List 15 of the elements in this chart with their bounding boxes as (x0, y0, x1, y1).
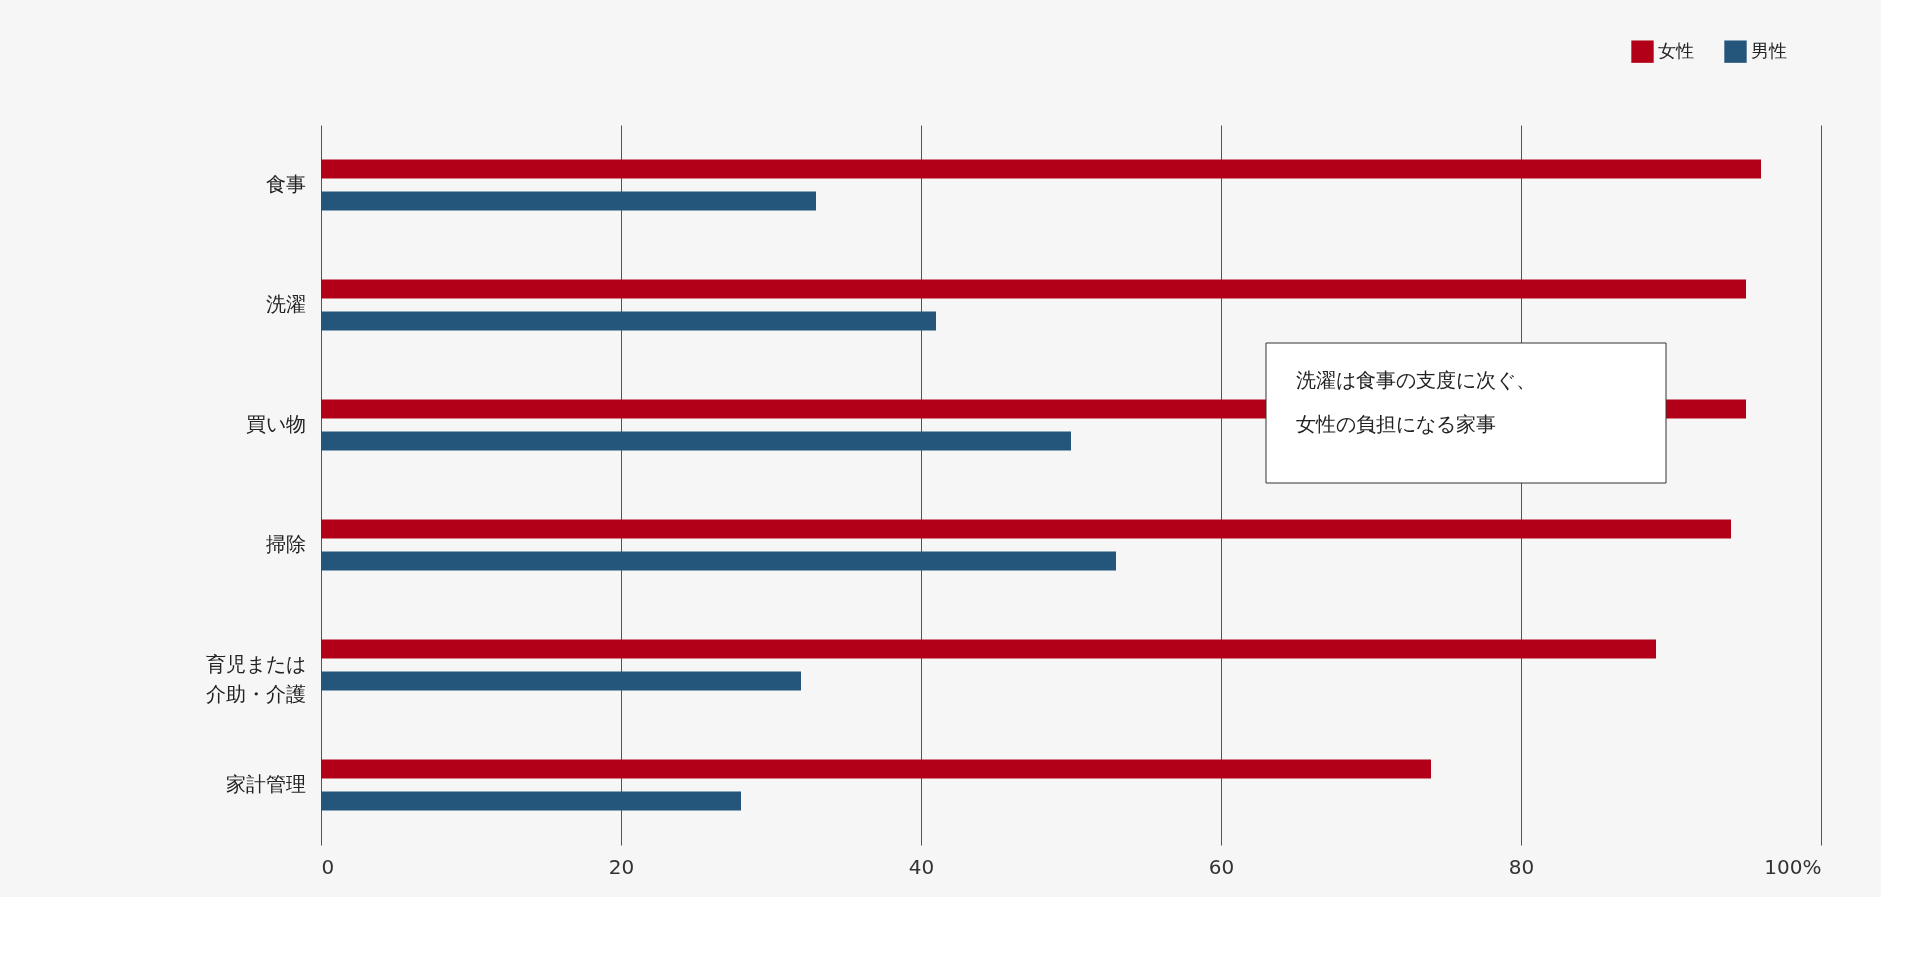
y-tick-label: 掃除 (265, 532, 306, 556)
x-tick-label: 20 (608, 854, 635, 879)
y-tick-label: 買い物 (245, 412, 306, 436)
x-tick-label: 100% (1764, 854, 1822, 879)
y-tick-label: 育児または介助・介護 (205, 652, 306, 706)
y-tick-label: 家計管理 (225, 772, 306, 796)
x-tick-label: 40 (908, 854, 935, 879)
x-tick-label: 0 (321, 854, 335, 879)
annotation: 洗濯は食事の支度に次ぐ、女性の負担になる家事 (1296, 368, 1536, 436)
x-tick-label: 60 (1208, 854, 1235, 879)
x-tick-label: 80 (1508, 854, 1535, 879)
legend-label: 女性 (1658, 39, 1694, 61)
y-tick-label: 洗濯 (265, 292, 306, 316)
y-tick-label: 食事 (265, 172, 306, 196)
legend-label: 男性 (1751, 39, 1787, 61)
